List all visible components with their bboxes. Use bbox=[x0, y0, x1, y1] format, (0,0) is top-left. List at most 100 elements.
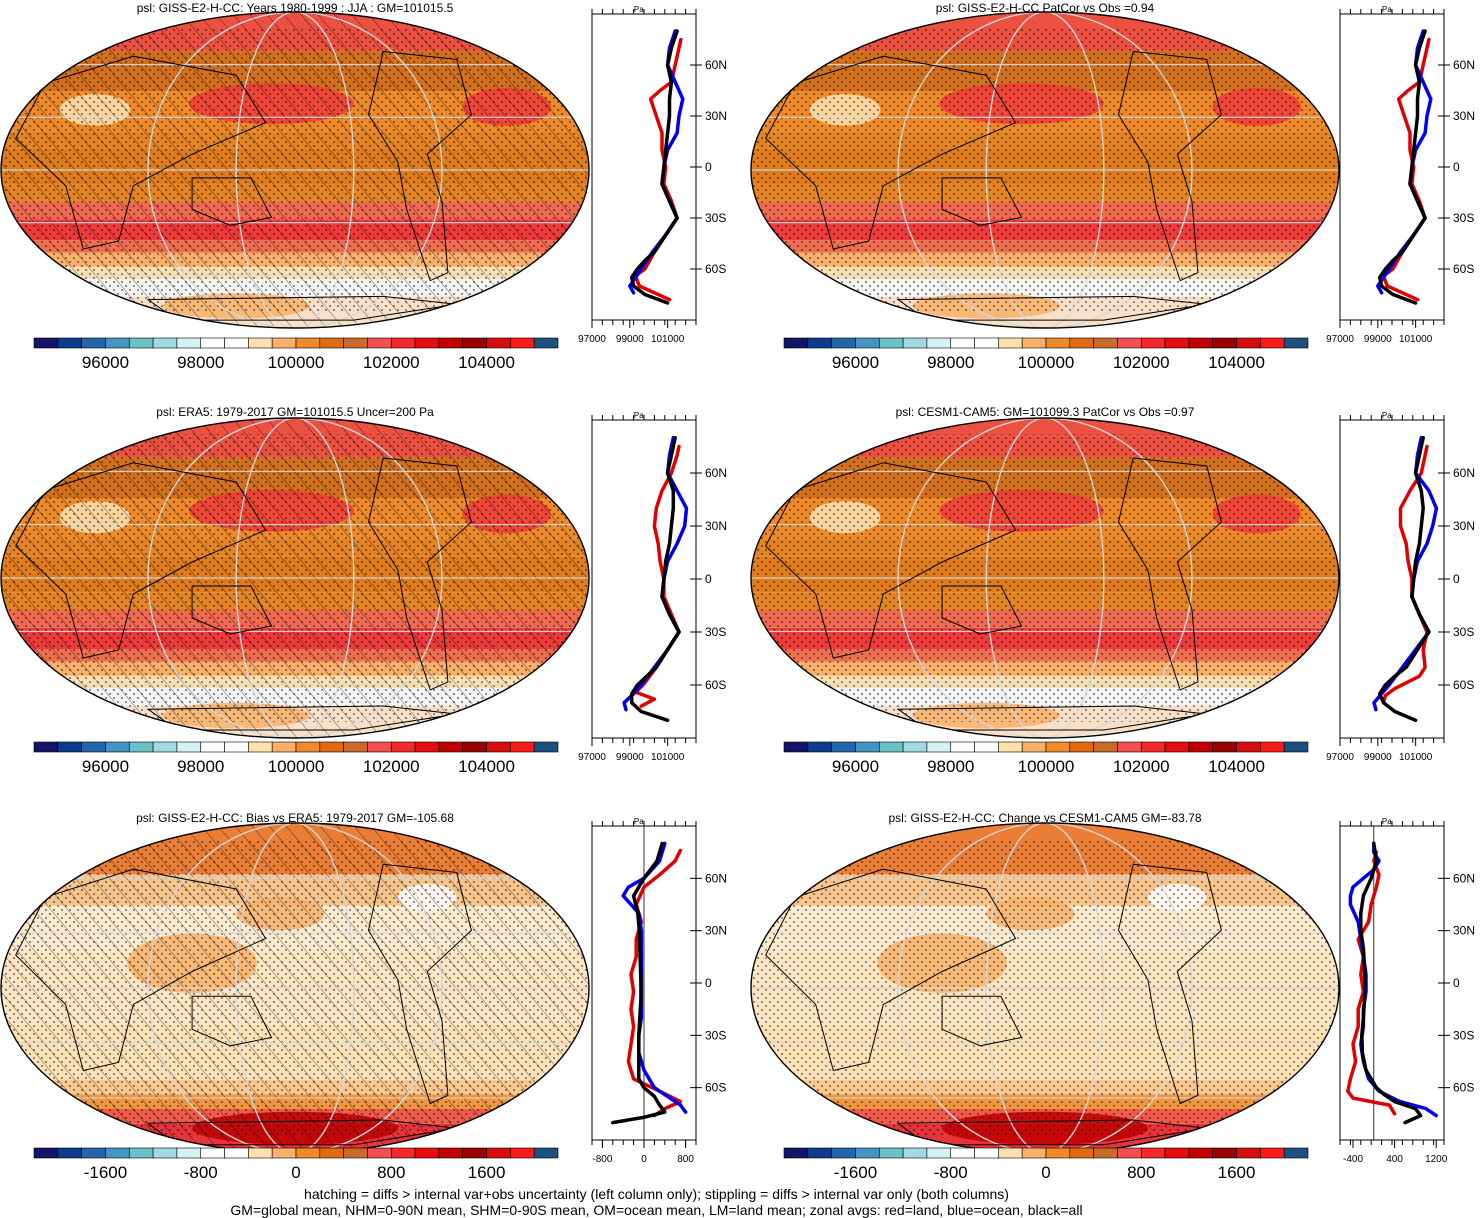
meridian-gridline bbox=[897, 418, 1193, 738]
profile-unit-label: Pa bbox=[634, 411, 644, 420]
profile-x-label: 97000 bbox=[578, 752, 606, 763]
colorbar-box bbox=[998, 741, 1023, 753]
colorbar-tick-label: 104000 bbox=[1208, 757, 1265, 776]
profile-x-label: 101000 bbox=[651, 334, 685, 345]
profile-unit-label: Pa bbox=[1382, 5, 1392, 14]
profile-x-label: 99000 bbox=[1364, 334, 1392, 345]
map-gissMean bbox=[0, 11, 590, 329]
colorbar-box bbox=[33, 337, 59, 349]
coastline bbox=[367, 863, 472, 1105]
colorbar-box bbox=[1117, 1147, 1142, 1159]
colorbar-box bbox=[33, 1147, 59, 1159]
colorbar-box bbox=[128, 741, 154, 753]
profile-x-label: 0 bbox=[641, 1154, 647, 1165]
meridian-gridline bbox=[897, 12, 1193, 328]
profile-x-label: 101000 bbox=[1399, 334, 1433, 345]
meridian-gridline bbox=[985, 12, 1105, 328]
colorbar-box bbox=[1117, 741, 1142, 753]
colorbar-box bbox=[319, 741, 344, 753]
colorbar-box bbox=[1283, 741, 1309, 753]
meridian-gridline bbox=[235, 12, 355, 328]
profile-lat-label: 60S bbox=[1453, 678, 1474, 692]
colorbar-box bbox=[1212, 741, 1237, 753]
colorbar-box bbox=[902, 741, 928, 753]
meridian-gridline bbox=[897, 823, 1193, 1153]
colorbar-tick-label: 102000 bbox=[363, 757, 420, 776]
coastline bbox=[367, 50, 472, 282]
profile-lat-label: 0 bbox=[1453, 976, 1460, 990]
colorbar-box bbox=[878, 741, 904, 753]
profile-x-label: 97000 bbox=[1326, 752, 1354, 763]
map-gissPat bbox=[750, 11, 1340, 329]
colorbar-box bbox=[1260, 741, 1285, 753]
colorbar-box bbox=[200, 741, 225, 753]
colorbar-tick-label: 96000 bbox=[82, 757, 129, 776]
colorbar-box bbox=[510, 741, 535, 753]
map-era5 bbox=[0, 417, 590, 739]
colorbar-box bbox=[1260, 1147, 1285, 1159]
profile-x-label: 97000 bbox=[1326, 334, 1354, 345]
colorbar-box bbox=[248, 741, 273, 753]
colorbar-box bbox=[974, 1147, 999, 1159]
colorbar-box bbox=[176, 1147, 202, 1159]
profile-lat-label: 60N bbox=[1453, 466, 1475, 480]
colorbar-box bbox=[1021, 1147, 1047, 1159]
coastline bbox=[1117, 457, 1222, 691]
colorbar-box bbox=[295, 741, 321, 753]
colorbar-box bbox=[533, 337, 559, 349]
panel-title-gissPat: psl: GISS-E2-H-CC PatCor vs Obs =0.94 bbox=[936, 1, 1155, 15]
profile-lat-label: 30N bbox=[705, 519, 727, 533]
colorbar-box bbox=[367, 1147, 392, 1159]
colorbar-box bbox=[831, 1147, 856, 1159]
profile-series-all bbox=[1359, 841, 1423, 1125]
colorbar-box bbox=[438, 337, 464, 349]
colorbar-box bbox=[81, 1147, 106, 1159]
colorbar-box bbox=[57, 337, 82, 349]
colorbar-box bbox=[414, 337, 440, 349]
colorbar-box bbox=[855, 1147, 880, 1159]
profile-x-label: 800 bbox=[677, 1154, 694, 1165]
colorbar-box bbox=[462, 1147, 487, 1159]
colorbar-box bbox=[152, 1147, 178, 1159]
colorbar-tick-label: 96000 bbox=[832, 757, 879, 776]
colorbar-box bbox=[510, 1147, 535, 1159]
profile-x-label: 400 bbox=[1386, 1154, 1403, 1165]
coastline bbox=[941, 585, 1023, 635]
colorbar-box bbox=[128, 337, 154, 349]
coastline bbox=[1117, 50, 1222, 282]
map-outline bbox=[750, 417, 1340, 739]
colorbar-box bbox=[1069, 1147, 1094, 1159]
colorbar-tick-label: -800 bbox=[184, 1163, 218, 1182]
coastline bbox=[941, 995, 1023, 1047]
profile-unit-label: Pa bbox=[1382, 817, 1392, 826]
coastline bbox=[765, 868, 1017, 1072]
colorbar-box bbox=[878, 1147, 904, 1159]
colorbar-box bbox=[152, 337, 178, 349]
colorbar-box bbox=[902, 1147, 928, 1159]
colorbar-box bbox=[1117, 337, 1142, 349]
meridian-gridline bbox=[147, 823, 443, 1153]
colorbar-tick-label: 98000 bbox=[177, 353, 224, 372]
colorbar-box bbox=[462, 741, 487, 753]
colorbar-box bbox=[998, 337, 1023, 349]
panel-title-era5: psl: ERA5: 1979-2017 GM=101015.5 Uncer=2… bbox=[156, 405, 434, 419]
colorbar-box bbox=[105, 741, 130, 753]
colorbar-box bbox=[319, 1147, 344, 1159]
colorbar-tick-label: 100000 bbox=[268, 353, 325, 372]
profile-series-all bbox=[1377, 29, 1427, 305]
meridian-gridline bbox=[235, 823, 355, 1153]
colorbar-box bbox=[152, 741, 178, 753]
zonal-profile-cesm: Pa 60N 30N 0 30S 60S 97000 99000 101000 bbox=[1326, 411, 1475, 763]
colorbar-box bbox=[1021, 337, 1047, 349]
profile-x-label: 99000 bbox=[616, 334, 644, 345]
colorbar-box bbox=[1283, 1147, 1309, 1159]
colorbar-box bbox=[438, 1147, 464, 1159]
profile-x-label: 99000 bbox=[616, 752, 644, 763]
meridian-gridline bbox=[235, 418, 355, 738]
colorbar-box bbox=[343, 1147, 368, 1159]
colorbar-box bbox=[176, 741, 202, 753]
colorbar-box bbox=[367, 741, 392, 753]
colorbar-box bbox=[200, 1147, 225, 1159]
colorbar-box bbox=[343, 741, 368, 753]
